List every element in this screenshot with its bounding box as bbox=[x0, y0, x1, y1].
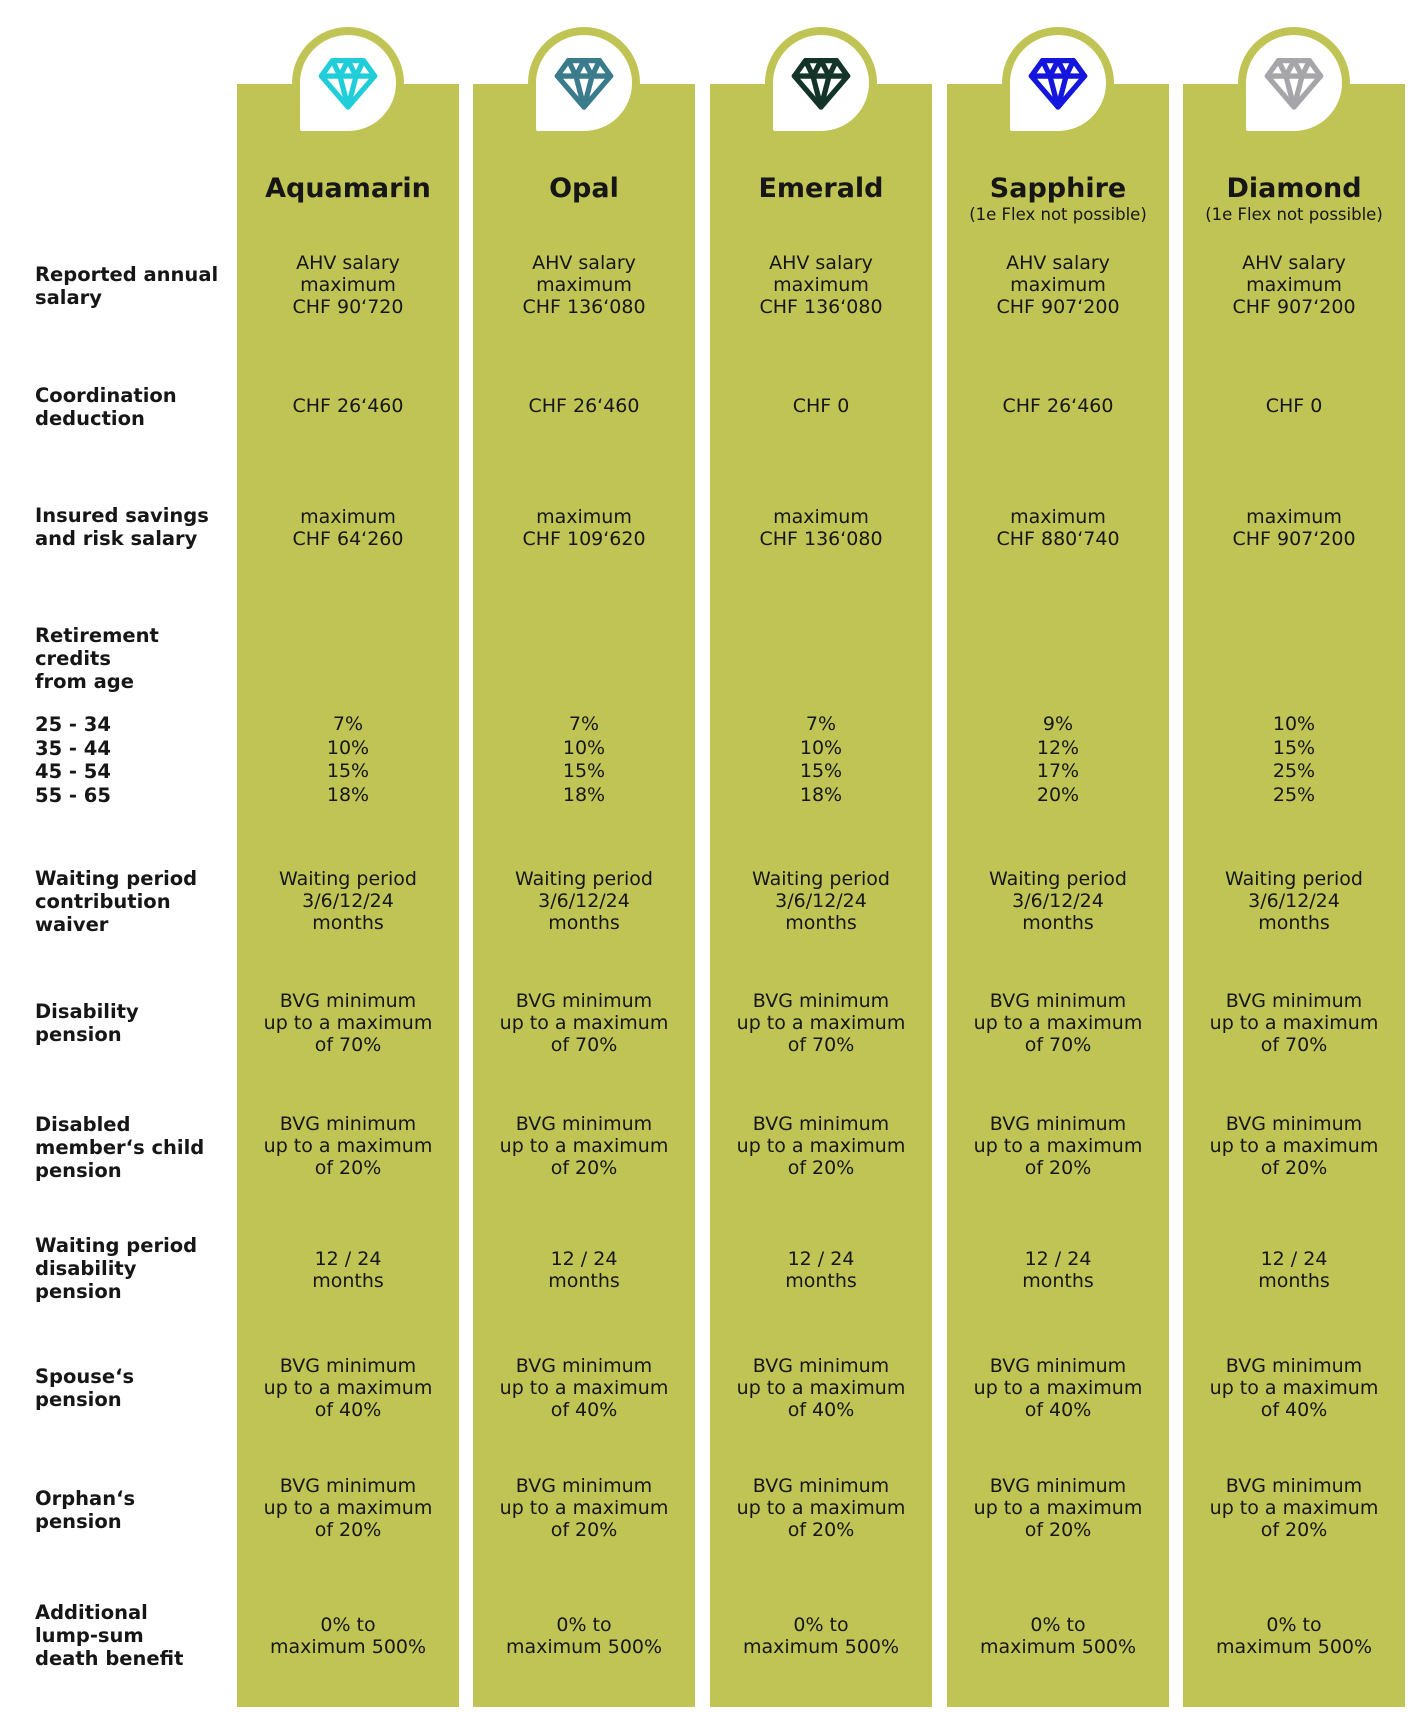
cell-waiting-period-contribution-waiver: Waiting period 3/6/12/24 months bbox=[752, 868, 890, 934]
column-subtitle: (1e Flex not possible) bbox=[1205, 205, 1383, 224]
cell-coordination-deduction: CHF 26‘460 bbox=[528, 395, 640, 417]
gem-icon bbox=[554, 57, 614, 110]
column-opal: Opal AHV salary maximum CHF 136‘080 CHF 26… bbox=[473, 27, 695, 1707]
cell-disabled-members-child-pension: BVG minimum up to a maximum of 20% bbox=[1209, 1113, 1379, 1179]
row-label-insured-savings-risk-salary: Insured savings and risk salary bbox=[35, 504, 209, 550]
cell-additional-lump-sum-death-benefit: 0% to maximum 500% bbox=[742, 1614, 900, 1658]
row-label-spouses-pension: Spouse‘s pension bbox=[35, 1365, 135, 1411]
cell-coordination-deduction: CHF 0 bbox=[1265, 395, 1323, 417]
cell-disabled-members-child-pension: BVG minimum up to a maximum of 20% bbox=[736, 1113, 906, 1179]
cell-reported-annual-salary: AHV salary maximum CHF 90‘720 bbox=[292, 252, 404, 318]
cell-orphans-pension: BVG minimum up to a maximum of 20% bbox=[263, 1475, 433, 1541]
cell-waiting-period-disability-pension: 12 / 24 months bbox=[1022, 1248, 1094, 1292]
row-label-orphans-pension: Orphan‘s pension bbox=[35, 1487, 136, 1533]
row-label-waiting-period-disability-pension: Waiting period disability pension bbox=[35, 1234, 198, 1303]
cell-orphans-pension: BVG minimum up to a maximum of 20% bbox=[736, 1475, 906, 1541]
cell-insured-savings-risk-salary: maximum CHF 64‘260 bbox=[292, 506, 404, 550]
cell-additional-lump-sum-death-benefit: 0% to maximum 500% bbox=[1215, 1614, 1373, 1658]
cell-spouses-pension: BVG minimum up to a maximum of 40% bbox=[263, 1355, 433, 1421]
cell-additional-lump-sum-death-benefit: 0% to maximum 500% bbox=[505, 1614, 663, 1658]
column-title: Emerald bbox=[758, 173, 884, 204]
cell-coordination-deduction: CHF 26‘460 bbox=[1002, 395, 1114, 417]
cell-orphans-pension: BVG minimum up to a maximum of 20% bbox=[499, 1475, 669, 1541]
cell-spouses-pension: BVG minimum up to a maximum of 40% bbox=[499, 1355, 669, 1421]
cell-additional-lump-sum-death-benefit: 0% to maximum 500% bbox=[269, 1614, 427, 1658]
gem-icon bbox=[1028, 57, 1088, 110]
row-label-reported-annual-salary: Reported annual salary bbox=[35, 263, 219, 309]
cell-insured-savings-risk-salary: maximum CHF 109‘620 bbox=[522, 506, 646, 550]
cell-disabled-members-child-pension: BVG minimum up to a maximum of 20% bbox=[499, 1113, 669, 1179]
column-emerald: Emerald AHV salary maximum CHF 136‘080 CHF… bbox=[710, 27, 932, 1707]
cell-reported-annual-salary: AHV salary maximum CHF 907‘200 bbox=[996, 252, 1120, 318]
column-sapphire: Sapphire (1e Flex not possible) AHV salary… bbox=[947, 27, 1169, 1707]
column-title: Sapphire bbox=[989, 173, 1127, 204]
cell-reported-annual-salary: AHV salary maximum CHF 136‘080 bbox=[759, 252, 883, 318]
row-label-waiting-period-contribution-waiver: Waiting period contribution waiver bbox=[35, 867, 198, 936]
row-label-disability-pension: Disability pension bbox=[35, 1000, 139, 1046]
cell-waiting-period-disability-pension: 12 / 24 months bbox=[785, 1248, 857, 1292]
row-label-coordination-deduction: Coordination deduction bbox=[35, 384, 177, 430]
cell-waiting-period-contribution-waiver: Waiting period 3/6/12/24 months bbox=[989, 868, 1127, 934]
row-label-retirement-credits-from-age: Retirement credits from age bbox=[35, 624, 159, 693]
cell-insured-savings-risk-salary: maximum CHF 907‘200 bbox=[1232, 506, 1356, 550]
row-label-disabled-members-child-pension: Disabled member‘s child pension bbox=[35, 1113, 205, 1182]
cell-spouses-pension: BVG minimum up to a maximum of 40% bbox=[1209, 1355, 1379, 1421]
gem-bubble bbox=[528, 27, 640, 139]
gem-icon bbox=[1264, 57, 1324, 110]
gem-icon bbox=[791, 57, 851, 110]
gem-bubble bbox=[292, 27, 404, 139]
gem-icon bbox=[318, 57, 378, 110]
column-diamond: Diamond (1e Flex not possible) AHV salary … bbox=[1183, 27, 1405, 1707]
column-title: Diamond bbox=[1226, 173, 1362, 204]
cell-orphans-pension: BVG minimum up to a maximum of 20% bbox=[973, 1475, 1143, 1541]
cell-disabled-members-child-pension: BVG minimum up to a maximum of 20% bbox=[973, 1113, 1143, 1179]
gem-bubble bbox=[1238, 27, 1350, 139]
cell-coordination-deduction: CHF 0 bbox=[792, 395, 850, 417]
gem-bubble bbox=[1002, 27, 1114, 139]
cell-disabled-members-child-pension: BVG minimum up to a maximum of 20% bbox=[263, 1113, 433, 1179]
gem-bubble bbox=[765, 27, 877, 139]
cell-retirement-credits: 7% 10% 15% 18% bbox=[326, 713, 370, 806]
row-label-age-bands: 25 - 34 35 - 44 45 - 54 55 - 65 bbox=[35, 713, 111, 807]
cell-reported-annual-salary: AHV salary maximum CHF 136‘080 bbox=[522, 252, 646, 318]
cell-spouses-pension: BVG minimum up to a maximum of 40% bbox=[973, 1355, 1143, 1421]
cell-retirement-credits: 7% 10% 15% 18% bbox=[562, 713, 606, 806]
cell-additional-lump-sum-death-benefit: 0% to maximum 500% bbox=[979, 1614, 1137, 1658]
cell-waiting-period-disability-pension: 12 / 24 months bbox=[312, 1248, 384, 1292]
cell-disability-pension: BVG minimum up to a maximum of 70% bbox=[973, 990, 1143, 1056]
cell-coordination-deduction: CHF 26‘460 bbox=[292, 395, 404, 417]
cell-insured-savings-risk-salary: maximum CHF 136‘080 bbox=[759, 506, 883, 550]
column-subtitle: (1e Flex not possible) bbox=[969, 205, 1147, 224]
column-aquamarin: Aquamarin AHV salary maximum CHF 90‘720 CH… bbox=[237, 27, 459, 1707]
cell-disability-pension: BVG minimum up to a maximum of 70% bbox=[499, 990, 669, 1056]
cell-waiting-period-contribution-waiver: Waiting period 3/6/12/24 months bbox=[515, 868, 653, 934]
column-title: Opal bbox=[549, 173, 619, 204]
cell-disability-pension: BVG minimum up to a maximum of 70% bbox=[1209, 990, 1379, 1056]
cell-waiting-period-contribution-waiver: Waiting period 3/6/12/24 months bbox=[1225, 868, 1363, 934]
cell-retirement-credits: 10% 15% 25% 25% bbox=[1272, 713, 1316, 806]
row-label-additional-lump-sum-death-benefit: Additional lump-sum death benefit bbox=[35, 1601, 184, 1670]
cell-waiting-period-disability-pension: 12 / 24 months bbox=[548, 1248, 620, 1292]
cell-reported-annual-salary: AHV salary maximum CHF 907‘200 bbox=[1232, 252, 1356, 318]
cell-spouses-pension: BVG minimum up to a maximum of 40% bbox=[736, 1355, 906, 1421]
column-title: Aquamarin bbox=[265, 173, 431, 204]
cell-orphans-pension: BVG minimum up to a maximum of 20% bbox=[1209, 1475, 1379, 1541]
cell-retirement-credits: 7% 10% 15% 18% bbox=[799, 713, 843, 806]
cell-retirement-credits: 9% 12% 17% 20% bbox=[1036, 713, 1080, 806]
cell-disability-pension: BVG minimum up to a maximum of 70% bbox=[736, 990, 906, 1056]
cell-waiting-period-contribution-waiver: Waiting period 3/6/12/24 months bbox=[279, 868, 417, 934]
cell-disability-pension: BVG minimum up to a maximum of 70% bbox=[263, 990, 433, 1056]
cell-waiting-period-disability-pension: 12 / 24 months bbox=[1258, 1248, 1330, 1292]
cell-insured-savings-risk-salary: maximum CHF 880‘740 bbox=[996, 506, 1120, 550]
